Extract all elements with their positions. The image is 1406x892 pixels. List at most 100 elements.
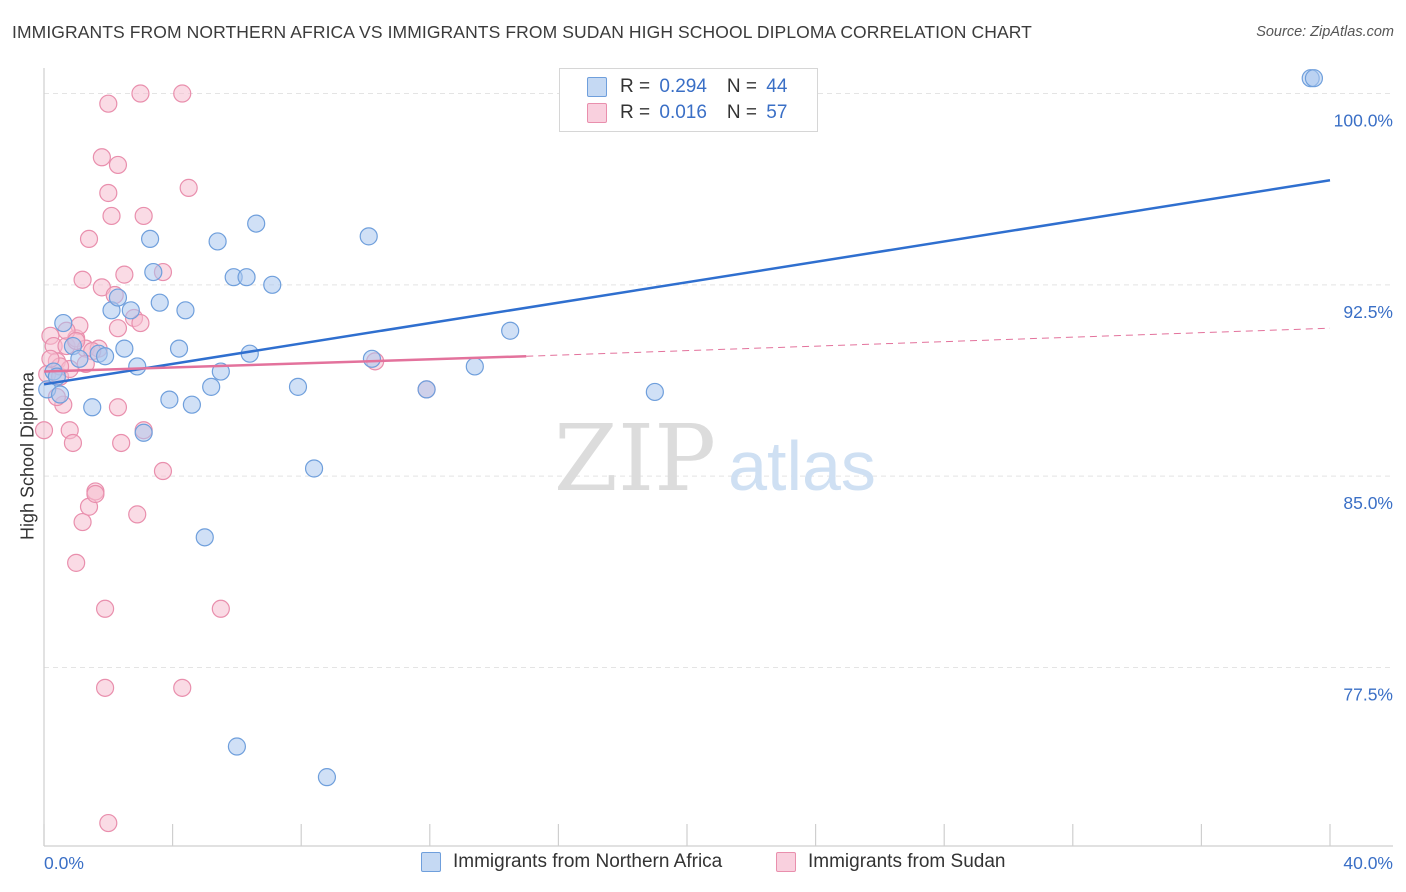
x-tick-label: 0.0% [44,853,84,873]
data-point [108,288,128,307]
data-point [50,385,70,404]
data-point [83,398,102,417]
axes [43,68,1393,847]
data-point [288,377,308,396]
data-point [227,737,246,756]
data-point [112,433,131,453]
data-point [182,395,201,414]
legend-r-label: R = [620,102,656,123]
data-point [211,599,230,618]
data-point [1304,69,1324,88]
legend-swatch-blue [421,852,441,872]
tick-labels: 77.5% 85.0% 92.5% 100.0% 0.0% 40.0% [44,111,1393,873]
data-point [86,484,105,504]
data-point [359,227,378,246]
legend-n-value: 57 [766,102,788,123]
y-tick-label: 92.5% [1343,302,1393,322]
data-point [128,505,147,524]
data-point [247,214,266,233]
data-point [79,229,99,249]
data-point [362,349,382,368]
data-point [173,678,192,697]
y-tick-label: 100.0% [1334,111,1393,131]
series-northern-africa-points [38,69,1324,787]
legend-item-northern-africa: Immigrants from Northern Africa [421,851,722,873]
data-point [73,270,92,289]
correlation-legend: R = 0.294 N = 44 R = 0.016 N = 57 [559,68,818,132]
data-point [501,321,520,340]
data-point [195,528,214,547]
y-tick-label: 85.0% [1343,493,1393,513]
data-point [108,319,128,338]
data-point [63,433,83,453]
legend-r-value: 0.294 [659,76,707,97]
data-point [134,423,153,442]
chart-title: IMMIGRANTS FROM NORTHERN AFRICA VS IMMIG… [12,22,1032,42]
data-point [144,262,163,282]
data-point [131,313,150,333]
data-point [73,512,92,532]
data-point [304,459,324,478]
data-point [134,206,153,226]
data-point [99,94,118,113]
data-point [465,357,484,376]
data-point [237,268,256,287]
data-point [317,768,337,787]
data-point [95,678,115,697]
data-point [34,421,54,440]
legend-swatch-pink [776,852,796,872]
data-point [153,461,173,481]
legend-n-label: N = [726,76,763,97]
data-point [70,349,89,368]
trend-line [526,327,1331,357]
y-tick-label: 77.5% [1343,684,1393,704]
legend-n-label: N = [726,102,763,123]
legend-row-northern-africa: R = 0.294 N = 44 [560,74,787,100]
data-point [128,357,147,376]
data-point [179,178,198,197]
data-point [115,265,134,284]
data-point [202,377,221,396]
series-legend: Immigrants from Northern Africa Immigran… [0,851,1406,877]
data-point [121,301,140,320]
grid-lines [44,93,1393,668]
legend-r-label: R = [620,76,656,97]
data-point [95,347,115,366]
series-sudan-points [34,84,436,833]
watermark: ZIP atlas [554,405,876,512]
legend-label: Immigrants from Northern Africa [453,851,723,872]
data-point [140,229,160,249]
data-point [263,275,282,294]
legend-r-value: 0.016 [659,102,707,123]
trend-lines [43,179,1331,386]
data-point [95,599,115,618]
data-point [131,84,150,103]
data-point [102,206,121,226]
legend-label: Immigrants from Sudan [808,851,1006,872]
data-point [99,813,118,833]
trend-line [43,354,527,373]
legend-item-sudan: Immigrants from Sudan [776,851,1005,873]
x-tick-label: 40.0% [1343,853,1393,873]
data-point [176,301,195,320]
data-point [99,183,118,203]
watermark-atlas: atlas [728,427,876,505]
data-point [54,313,73,333]
data-point [108,155,128,175]
data-point [67,553,86,572]
data-point [115,339,134,358]
legend-swatch-blue [587,77,607,97]
y-axis-label: High School Diploma [17,371,38,541]
legend-row-sudan: R = 0.016 N = 57 [560,100,787,126]
source-credit: Source: ZipAtlas.com [1256,24,1394,40]
data-point [160,390,179,409]
data-point [150,293,169,312]
legend-n-value: 44 [766,76,788,97]
legend-swatch-pink [587,103,607,123]
data-point [108,398,128,417]
trend-line [43,179,1331,386]
data-point [173,84,192,103]
data-point [92,148,111,167]
data-point [417,380,436,399]
